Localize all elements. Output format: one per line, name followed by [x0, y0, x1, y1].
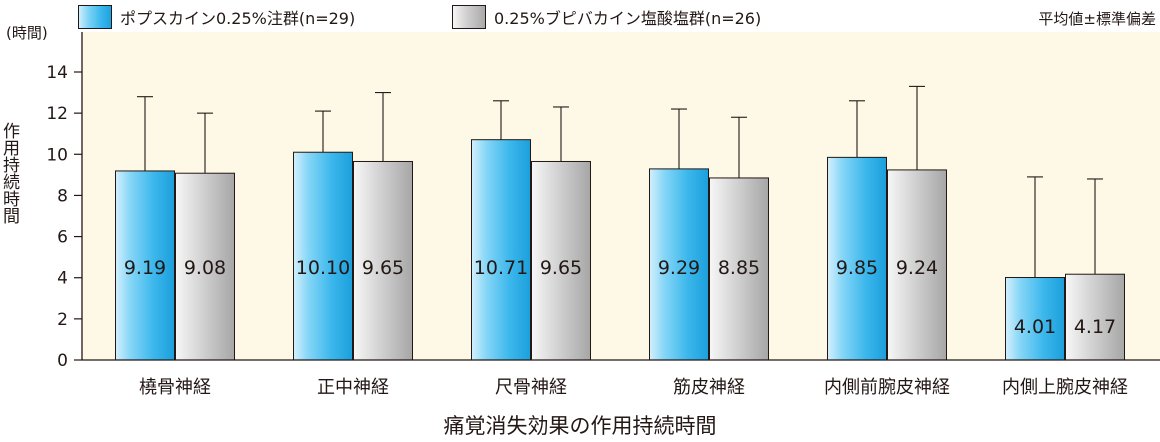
bar-series2 [1065, 273, 1125, 361]
y-axis-label: 作用持続時間 [0, 122, 19, 224]
y-axis-unit: (時間) [6, 24, 48, 42]
legend-label-series2: 0.25%ブピバカイン塩酸塩群(n=26) [494, 9, 762, 28]
bar-series1 [471, 139, 531, 361]
y-tick-label: 2 [57, 310, 68, 330]
legend-item-series1: ポプスカイン0.25%注群(n=29) [78, 4, 355, 30]
bar-series1 [649, 168, 709, 361]
bar-value-label: 10.10 [296, 257, 350, 279]
bar-value-label: 10.71 [474, 257, 528, 279]
bar-series1 [1005, 277, 1065, 361]
x-tick-label: 橈骨神経 [139, 377, 211, 398]
x-tick-label: 尺骨神経 [495, 377, 567, 398]
y-tick-label: 12 [46, 104, 68, 124]
x-tick-label: 筋皮神経 [673, 377, 745, 398]
bar-series2 [353, 160, 413, 361]
bar-series2 [175, 172, 235, 361]
bar-value-label: 4.17 [1074, 316, 1116, 338]
bar-series2 [887, 169, 947, 361]
legend-swatch-gray [452, 5, 486, 29]
bar-value-label: 9.08 [184, 257, 226, 279]
bar-series2 [531, 160, 591, 361]
bar-value-label: 9.29 [658, 257, 700, 279]
bar-value-label: 9.65 [540, 257, 582, 279]
plot-area [82, 32, 1160, 360]
x-tick-label: 内側上腕皮神経 [1002, 377, 1128, 398]
legend-item-series2: 0.25%ブピバカイン塩酸塩群(n=26) [452, 4, 761, 30]
y-tick-label: 0 [57, 351, 68, 371]
legend-swatch-blue [78, 5, 112, 29]
bar-value-label: 9.85 [836, 257, 878, 279]
y-tick-label: 10 [46, 145, 68, 165]
y-tick-label: 14 [46, 63, 68, 83]
stats-note: 平均値±標準偏差 [1038, 10, 1156, 28]
bar-value-label: 9.65 [362, 257, 404, 279]
bar-value-label: 8.85 [718, 257, 760, 279]
y-tick-label: 4 [57, 269, 68, 289]
x-tick-label: 内側前腕皮神経 [824, 377, 950, 398]
bar-value-label: 4.01 [1014, 316, 1056, 338]
x-tick-label: 正中神経 [317, 377, 389, 398]
bar-series2 [709, 177, 769, 361]
bar-value-label: 9.24 [896, 257, 938, 279]
legend-label-series1: ポプスカイン0.25%注群(n=29) [120, 9, 356, 28]
y-tick-label: 6 [57, 228, 68, 248]
bar-value-label: 9.19 [124, 257, 166, 279]
y-tick-label: 8 [57, 186, 68, 206]
x-axis-title: 痛覚消失効果の作用持続時間 [443, 414, 717, 438]
bar-series1 [827, 156, 887, 361]
